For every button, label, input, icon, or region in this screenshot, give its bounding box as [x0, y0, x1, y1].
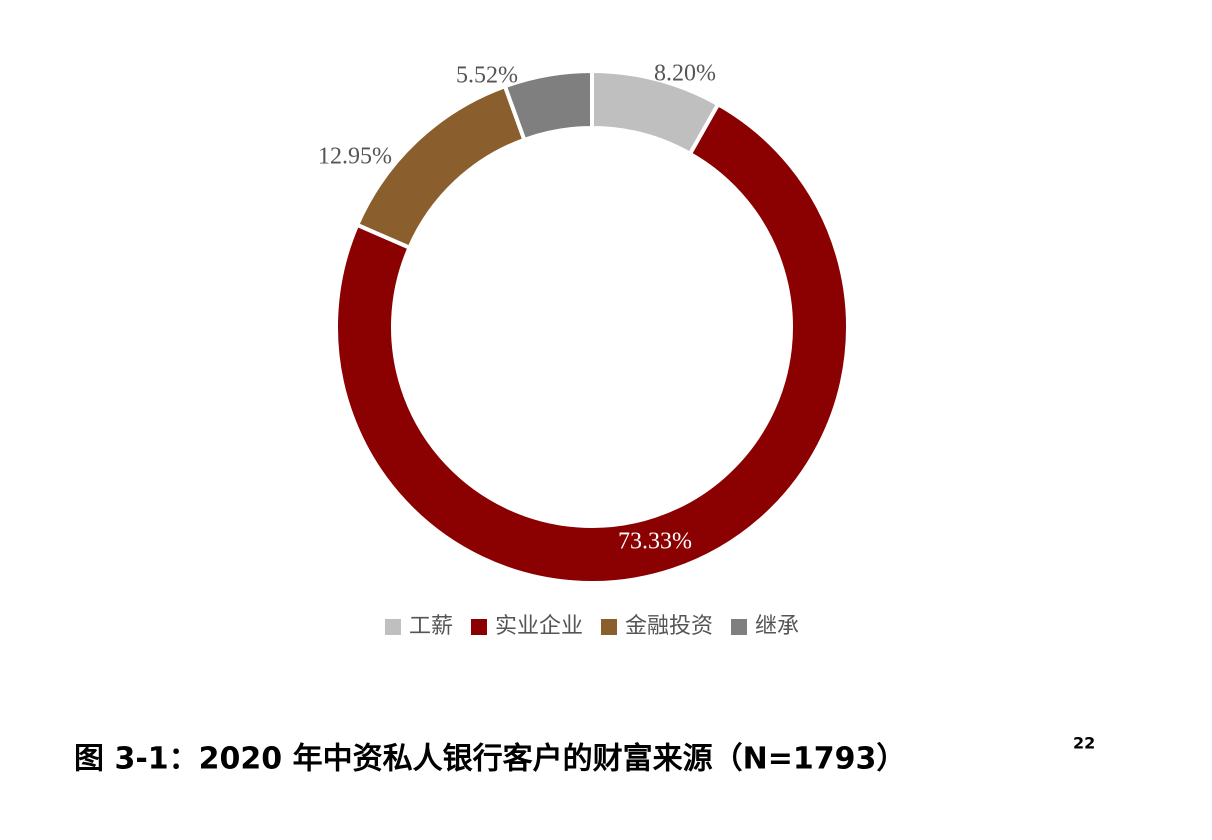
value-label: 8.20%	[654, 61, 716, 87]
legend-label: 金融投资	[625, 614, 713, 639]
legend-swatch	[731, 619, 748, 635]
donut-segment	[334, 101, 850, 585]
chart-title: 图 3-1：2020 年中资私人银行客户的财富来源（N=1793）	[74, 742, 906, 777]
legend: 工薪 实业企业 金融投资 继承	[384, 614, 799, 639]
legend-swatch	[470, 619, 487, 635]
value-label: 73.33%	[618, 529, 692, 555]
legend-swatch	[601, 619, 617, 635]
value-label: 12.95%	[318, 144, 392, 170]
legend-label: 继承	[755, 614, 799, 639]
legend-label: 工薪	[409, 614, 453, 639]
legend-label: 实业企业	[495, 614, 583, 639]
value-label: 5.52%	[456, 63, 518, 89]
title-footnote: 22	[1073, 734, 1095, 753]
legend-swatch	[384, 619, 401, 635]
donut-segment	[502, 68, 594, 143]
